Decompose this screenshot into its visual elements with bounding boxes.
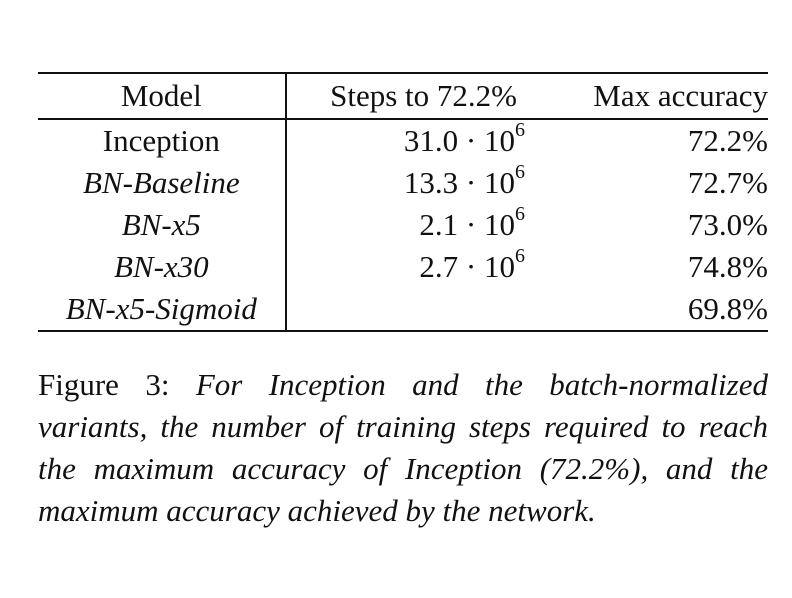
results-table: Model Steps to 72.2% Max accuracy Incept… <box>38 72 768 332</box>
steps-base: · 10 <box>458 165 515 200</box>
steps-mantissa: 2.7 <box>419 249 459 284</box>
cell-steps: 2.1 · 106 <box>286 204 527 246</box>
header-steps: Steps to 72.2% <box>285 72 527 120</box>
cell-max-accuracy: 73.0% <box>687 207 768 242</box>
table-row: BN-x5 2.1 · 106 73.0% <box>38 204 768 246</box>
steps-base: · 10 <box>458 207 515 242</box>
cell-steps <box>285 288 527 332</box>
steps-exponent: 6 <box>515 160 525 183</box>
cell-model: BN-x5 <box>38 204 287 246</box>
cell-max-accuracy: 72.2% <box>687 123 768 158</box>
cell-max-accuracy: 74.8% <box>687 249 768 284</box>
steps-base: · 10 <box>458 123 515 158</box>
steps-mantissa: 2.1 <box>419 207 459 242</box>
steps-base: · 10 <box>458 249 515 284</box>
cell-steps: 2.7 · 106 <box>286 246 527 288</box>
figure-caption: Figure 3: For Inception and the batch-no… <box>38 364 768 532</box>
cell-max-accuracy: 72.7% <box>687 165 768 200</box>
cell-model: BN-x5-Sigmoid <box>38 288 287 332</box>
cell-model: BN-Baseline <box>38 162 287 204</box>
caption-label: Figure 3: <box>38 367 170 402</box>
cell-max-accuracy: 69.8% <box>527 288 768 332</box>
cell-steps: 31.0 · 106 <box>286 119 527 162</box>
cell-model: Inception <box>38 119 287 162</box>
table-header-row: Model Steps to 72.2% Max accuracy <box>38 72 768 120</box>
table-body: Inception 31.0 · 106 72.2% BN-Baseline 13.3 … <box>38 119 768 332</box>
steps-mantissa: 13.3 <box>403 165 459 200</box>
header-max-accuracy: Max accuracy <box>527 72 768 120</box>
table-row: BN-x5-Sigmoid 69.8% <box>38 288 768 332</box>
steps-exponent: 6 <box>515 202 525 225</box>
steps-mantissa: 31.0 <box>403 123 459 158</box>
caption-text: For Inception and the batch-normalized v… <box>38 367 768 528</box>
steps-exponent: 6 <box>515 118 525 141</box>
header-model: Model <box>38 72 287 120</box>
table-row: BN-x30 2.7 · 106 74.8% <box>38 246 768 288</box>
cell-model: BN-x30 <box>38 246 287 288</box>
table-row: BN-Baseline 13.3 · 106 72.7% <box>38 162 768 204</box>
cell-steps: 13.3 · 106 <box>286 162 527 204</box>
table-row: Inception 31.0 · 106 72.2% <box>38 119 768 162</box>
figure-3: Model Steps to 72.2% Max accuracy Incept… <box>38 72 768 563</box>
steps-exponent: 6 <box>515 244 525 267</box>
